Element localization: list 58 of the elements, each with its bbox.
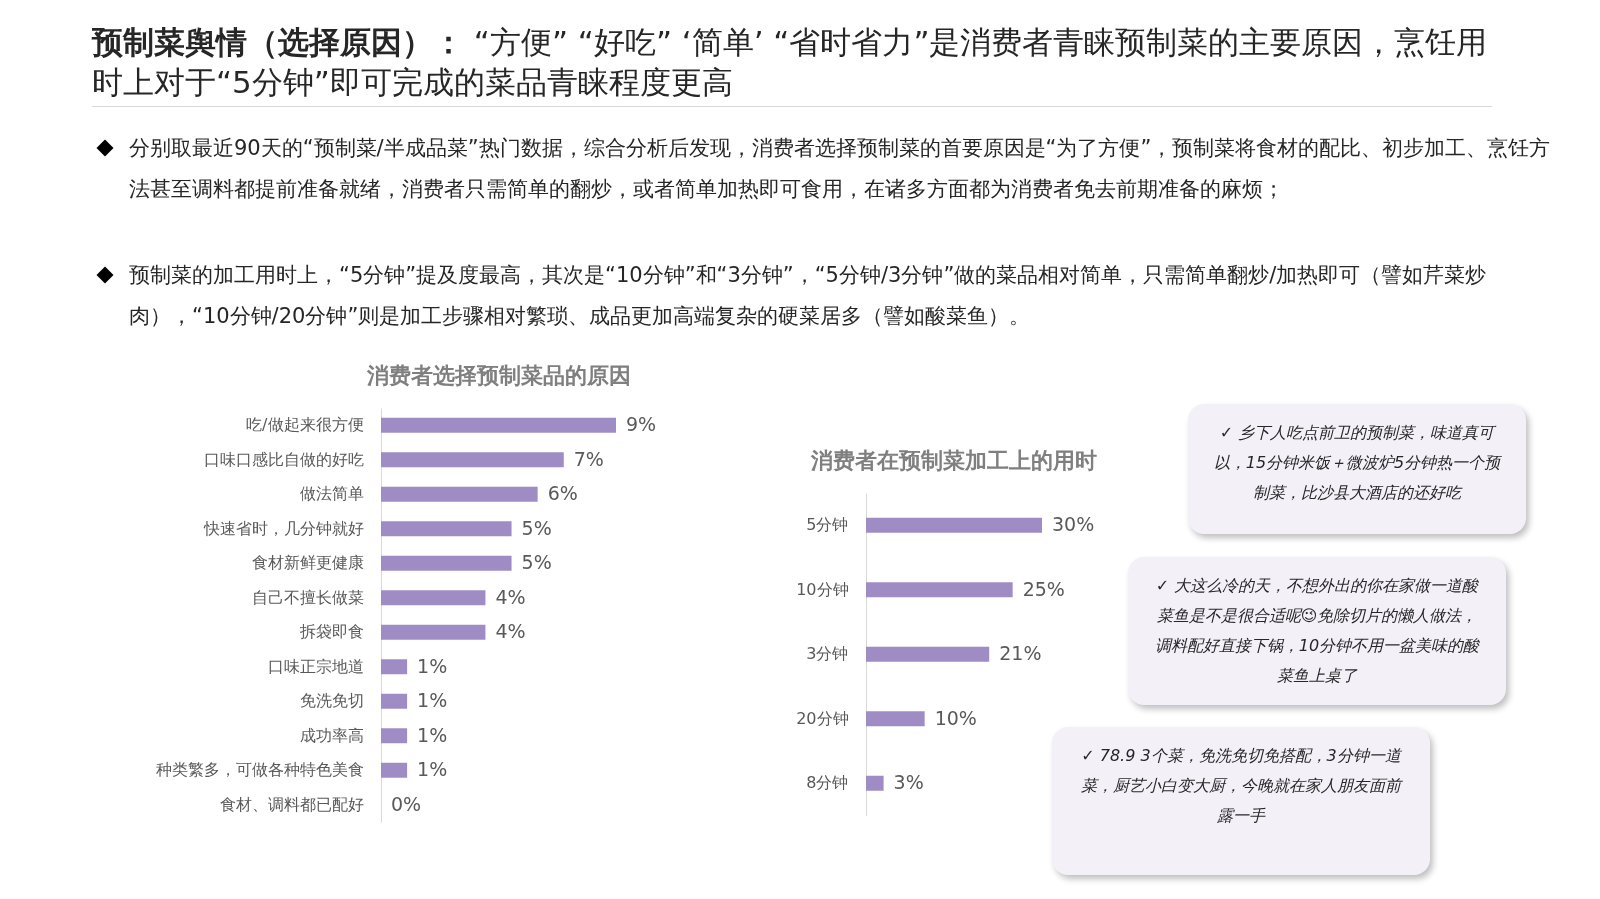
bar [381,659,408,675]
y-tick-label: 成功率高 [299,725,364,745]
bar [381,486,538,502]
bar [381,624,486,640]
y-tick-label: 20分钟 [796,708,849,728]
data-label: 3% [893,771,924,794]
bar [866,582,1013,598]
bar [381,555,512,571]
y-tick-label: 快速省时，几分钟就好 [202,518,364,538]
data-label: 1% [417,758,448,781]
data-label: 9% [626,413,657,436]
bar [381,762,408,778]
y-tick-label: 食材新鲜更健康 [251,553,364,573]
data-label: 4% [495,620,526,643]
bar [866,517,1042,533]
text: ✓ 乡下人吃点前卫的预制菜，味道真可以，15分钟米饭＋微波炉5分钟热一个预制菜，比沙县大酒店的还好吃 [1188,404,1526,534]
bar [381,521,512,537]
text: ✓ 78.9 3个菜，免洗免切免搭配，3分钟一道菜，厨艺小白变大厨，今晚就在家人朋友面前露一手 [1052,727,1430,875]
data-label: 1% [417,654,448,677]
data-label: 21% [999,642,1042,665]
y-tick-label: 吃/做起来很方便 [246,415,364,435]
data-label: 1% [417,689,448,712]
data-label: 5% [521,551,552,574]
bar [381,452,564,468]
data-label: 4% [495,585,526,608]
data-label: 1% [417,723,448,746]
chart-title: 消费者选择预制菜品的原因 [365,363,631,388]
data-label: 10% [934,706,977,729]
text: ✓ 大这么冷的天，不想外出的你在家做一道酸菜鱼是不是很合适呢😉免除切片的懒人做法，调料配好直接下锅，10分钟不用一盆美味的酸菜鱼上桌了 [1128,557,1506,705]
y-tick-label: 种类繁多，可做各种特色美食 [155,760,364,780]
text: 分别取最近90天的“预制菜/半成品菜”热门数据，综合分析后发现，消费者选择预制菜的首要原因是“为了方便”，预制菜将食材的配比、初步加工、烹饪方法甚至调料都提前准备就绪，消费者只需简单的翻炒，或者简单加热即可食用，在诸多方面都为消费者免去前期准备的麻烦； [128,135,1552,203]
data-label: 7% [573,447,604,470]
y-tick-label: 食材、调料都已配好 [219,794,364,814]
y-tick-label: 口味口感比自做的好吃 [203,449,364,469]
bar [866,646,990,662]
data-label: 0% [391,792,422,815]
y-tick-label: 免洗免切 [299,691,364,711]
data-label: 30% [1052,513,1095,536]
data-label: 25% [1022,577,1065,600]
bar [381,693,408,709]
text: 预制菜的加工用时上，“5分钟”提及度最高，其次是“10分钟”和“3分钟”，“5分钟/3分钟”做的菜品相对简单，只需简单翻炒/加热即可（譬如芹菜炒肉），“10分钟/20分钟”则是加工步骤相对繁琐、成品更加高端复杂的硬菜居多（譬如酸菜鱼）。 [128,262,1488,330]
y-tick-label: 10分钟 [796,579,849,599]
y-tick-label: 拆袋即食 [298,622,364,642]
y-tick-label: 8分钟 [806,773,849,793]
bar [866,775,884,791]
y-tick-label: 5分钟 [806,515,849,535]
y-tick-label: 做法简单 [299,484,364,504]
bar [381,590,486,606]
text: 预制菜舆情（选择原因）： [92,24,464,60]
bar [866,711,925,727]
y-tick-label: 口味正宗地道 [267,656,364,676]
data-label: 6% [547,482,578,505]
y-tick-label: 自己不擅长做菜 [251,587,364,607]
y-tick-label: 3分钟 [806,644,849,664]
bar [381,417,616,433]
bar [381,728,408,744]
chart-title: 消费者在预制菜加工上的用时 [810,448,1097,473]
data-label: 5% [521,516,552,539]
